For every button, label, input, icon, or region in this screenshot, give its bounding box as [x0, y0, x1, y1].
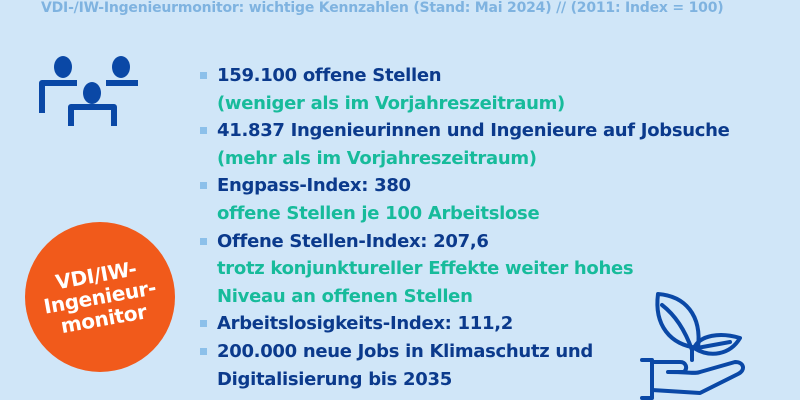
- list-item: 159.100 offene Stellen: [200, 62, 730, 90]
- item-text: 200.000 neue Jobs in Klimaschutz und: [217, 340, 594, 362]
- item-note: trotz konjunktureller Effekte weiter hoh…: [217, 258, 634, 280]
- list-item-note: Niveau an offenen Stellen: [200, 283, 730, 311]
- list-item-note: (mehr als im Vorjahreszeitraum): [200, 145, 730, 173]
- item-text: Digitalisierung bis 2035: [217, 368, 452, 390]
- list-item: 41.837 Ingenieurinnen und Ingenieure auf…: [200, 117, 730, 145]
- list-item-note: offene Stellen je 100 Arbeitslose: [200, 200, 730, 228]
- list-item: Offene Stellen-Index: 207,6: [200, 228, 730, 256]
- item-note: offene Stellen je 100 Arbeitslose: [217, 202, 540, 224]
- ingenieurmonitor-badge: VDI/IW- Ingenieur- monitor: [25, 222, 175, 372]
- item-note: Niveau an offenen Stellen: [217, 285, 473, 307]
- bullet-icon: [200, 320, 207, 328]
- hand-plant-icon: [640, 292, 745, 400]
- item-text: 41.837 Ingenieurinnen und Ingenieure auf…: [217, 120, 730, 142]
- list-item-note: trotz konjunktureller Effekte weiter hoh…: [200, 255, 730, 283]
- list-item-continued: Digitalisierung bis 2035: [200, 366, 730, 394]
- item-note: (weniger als im Vorjahreszeitraum): [217, 92, 565, 114]
- header-caption: VDI-/IW-Ingenieurmonitor: wichtige Kennz…: [41, 0, 724, 16]
- bullet-icon: [200, 237, 207, 245]
- item-text: Engpass-Index: 380: [217, 175, 411, 197]
- people-group-icon: [39, 56, 138, 126]
- item-text: Offene Stellen-Index: 207,6: [217, 230, 489, 252]
- item-text: 159.100 offene Stellen: [217, 65, 442, 86]
- bullet-icon: [200, 72, 207, 79]
- bullet-icon: [200, 347, 207, 355]
- list-item: Engpass-Index: 380: [200, 172, 730, 200]
- list-item: Arbeitslosigkeits-Index: 111,2: [200, 310, 730, 338]
- bullet-icon: [200, 127, 207, 135]
- item-note: (mehr als im Vorjahreszeitraum): [217, 147, 537, 169]
- item-text: Arbeitslosigkeits-Index: 111,2: [217, 313, 513, 335]
- key-figures-list: 159.100 offene Stellen (weniger als im V…: [200, 62, 730, 393]
- bullet-icon: [200, 182, 207, 190]
- list-item: 200.000 neue Jobs in Klimaschutz und: [200, 338, 730, 366]
- list-item-note: (weniger als im Vorjahreszeitraum): [200, 90, 730, 118]
